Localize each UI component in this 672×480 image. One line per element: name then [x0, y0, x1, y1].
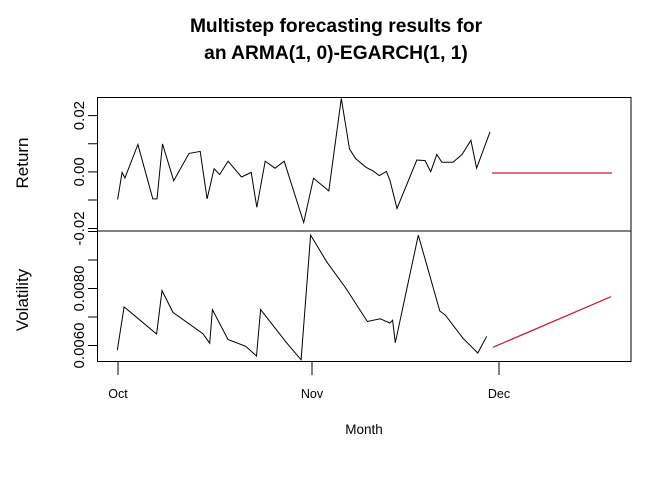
svg-text:0.0060: 0.0060	[71, 323, 88, 369]
svg-text:Return: Return	[13, 137, 32, 188]
svg-text:Oct: Oct	[108, 387, 128, 401]
svg-text:0.00: 0.00	[71, 157, 88, 186]
svg-text:-0.02: -0.02	[71, 211, 88, 245]
svg-text:Volatility: Volatility	[13, 268, 32, 331]
svg-text:Month: Month	[345, 422, 383, 437]
svg-text:0.02: 0.02	[71, 101, 88, 130]
svg-text:0.0080: 0.0080	[71, 266, 88, 312]
svg-text:Nov: Nov	[301, 387, 324, 401]
svg-text:Dec: Dec	[488, 387, 510, 401]
